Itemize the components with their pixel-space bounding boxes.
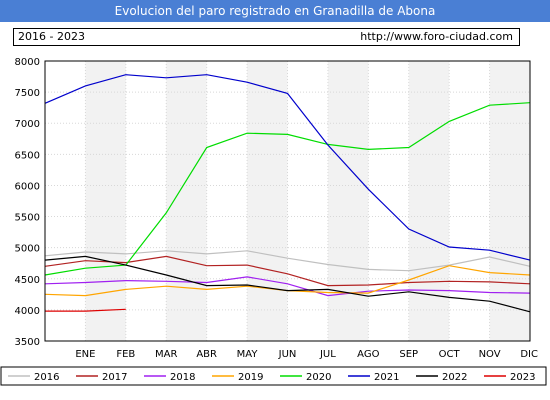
source-url: http://www.foro-ciudad.com: [360, 30, 513, 43]
series-line-2018: [44, 276, 531, 297]
legend-label-2016: 2016: [34, 372, 59, 383]
y-tick-label: 4000: [15, 306, 40, 317]
x-tick-label: NOV: [479, 349, 501, 360]
x-tick-label: JUN: [278, 349, 297, 360]
y-axis-ticks: 3500 4000 4500 5000 5500 6000 6500 7000 7500 8000: [15, 57, 40, 348]
legend-label-2017: 2017: [102, 372, 127, 383]
legend-label-2020: 2020: [306, 372, 331, 383]
y-tick-label: 5500: [15, 213, 40, 224]
y-tick-label: 7000: [15, 119, 40, 130]
series-line-2022: [44, 255, 531, 313]
x-tick-label: ABR: [196, 349, 217, 360]
background-band: [489, 61, 530, 341]
y-tick-label: 4500: [15, 275, 40, 286]
x-tick-label: MAY: [237, 349, 259, 360]
x-tick-label: AGO: [357, 349, 379, 360]
legend-label-2022: 2022: [442, 372, 467, 383]
series-line-2021: [44, 74, 531, 261]
background-band: [327, 61, 369, 341]
x-axis-ticks: ENE FEB MAR ABR MAY JUN JUL AGO SEP OCT NOV DIC: [75, 349, 538, 360]
plot-background-bands: [85, 61, 530, 341]
period-label: 2016 - 2023: [18, 30, 85, 43]
plot-frame: [44, 60, 531, 342]
x-tick-label: OCT: [439, 349, 461, 360]
background-band: [166, 61, 207, 341]
series-lines: [44, 74, 531, 313]
y-tick-label: 6000: [15, 181, 40, 192]
legend-label-2018: 2018: [170, 372, 195, 383]
x-tick-label: DIC: [520, 349, 538, 360]
y-tick-label: 7500: [15, 88, 40, 99]
background-band: [408, 61, 450, 341]
x-tick-label: FEB: [116, 349, 135, 360]
chart-title: Evolucion del paro registrado en Granadi…: [0, 0, 550, 22]
legend-label-2019: 2019: [238, 372, 263, 383]
x-tick-label: SEP: [399, 349, 418, 360]
y-tick-label: 5000: [15, 244, 40, 255]
background-band: [247, 61, 288, 341]
y-tick-label: 3500: [15, 337, 40, 348]
y-tick-label: 6500: [15, 150, 40, 161]
y-tick-label: 8000: [15, 57, 40, 68]
legend-label-2023: 2023: [510, 372, 535, 383]
x-tick-label: JUL: [319, 349, 336, 360]
series-line-2023: [45, 308, 126, 312]
info-bar: 2016 - 2023 http://www.foro-ciudad.com: [13, 28, 520, 46]
series-line-2017: [44, 255, 531, 287]
legend: 2016 2017 2018 2019 2020 2021 2022 2023: [8, 372, 535, 383]
x-tick-label: ENE: [75, 349, 95, 360]
x-tick-label: MAR: [155, 349, 177, 360]
legend-box: [0, 366, 547, 386]
legend-label-2021: 2021: [374, 372, 399, 383]
background-band: [85, 61, 126, 341]
